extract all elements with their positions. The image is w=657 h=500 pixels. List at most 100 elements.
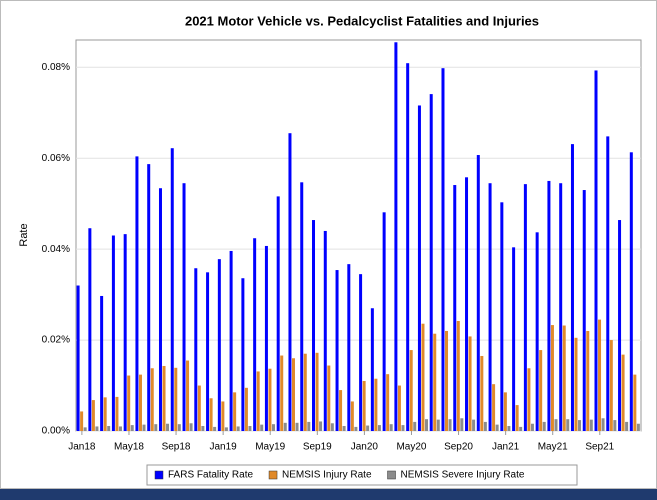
- x-tick-label: Jan19: [210, 442, 238, 453]
- bar: [488, 183, 492, 431]
- bar: [359, 274, 363, 431]
- bar: [606, 136, 610, 431]
- bar: [288, 133, 292, 431]
- bar: [115, 396, 119, 431]
- bar: [406, 63, 410, 432]
- bar: [589, 419, 593, 431]
- bar: [425, 419, 429, 431]
- bar: [189, 423, 193, 431]
- bar: [224, 427, 228, 431]
- x-tick-label: Sep19: [303, 442, 332, 453]
- bar: [417, 105, 421, 432]
- bar: [330, 423, 334, 431]
- bar: [253, 238, 257, 431]
- bar: [618, 220, 622, 431]
- legend-label: NEMSIS Injury Rate: [282, 470, 372, 481]
- bar: [283, 422, 287, 431]
- bar: [629, 152, 633, 432]
- bar: [186, 360, 190, 431]
- y-tick-label: 0.04%: [42, 244, 70, 255]
- x-tick-label: Jan18: [68, 442, 96, 453]
- bar: [515, 405, 519, 431]
- bar: [244, 387, 248, 431]
- bar: [327, 365, 331, 431]
- bar: [492, 384, 496, 431]
- bar: [456, 320, 460, 431]
- bar: [377, 425, 381, 431]
- legend-swatch: [268, 470, 278, 480]
- bar: [123, 234, 127, 431]
- bar: [453, 185, 457, 431]
- bar: [598, 319, 602, 431]
- bar: [554, 419, 558, 431]
- bar: [570, 144, 574, 431]
- bar: [177, 424, 181, 431]
- bar: [236, 426, 240, 431]
- bar: [472, 419, 476, 431]
- bar: [221, 401, 225, 431]
- bar: [88, 228, 92, 431]
- bar: [559, 183, 563, 431]
- legend-swatch: [154, 470, 164, 480]
- bar: [315, 352, 319, 431]
- bar: [342, 425, 346, 431]
- bar: [480, 355, 484, 431]
- bar: [578, 420, 582, 431]
- x-tick-label: Jan21: [492, 442, 520, 453]
- x-tick-label: Jan20: [351, 442, 379, 453]
- bar: [300, 182, 304, 431]
- y-tick-label: 0.02%: [42, 335, 70, 346]
- y-tick-label: 0.08%: [42, 62, 70, 73]
- x-tick-label: Sep21: [585, 442, 614, 453]
- bar: [465, 177, 469, 431]
- bar: [307, 421, 311, 431]
- bar: [268, 368, 272, 431]
- bar: [150, 368, 154, 431]
- bar: [118, 426, 122, 431]
- bar: [138, 374, 142, 431]
- bar: [389, 424, 393, 431]
- bar: [586, 330, 590, 431]
- bar: [233, 392, 237, 431]
- bar: [291, 358, 295, 431]
- bar: [347, 264, 351, 431]
- y-tick-label: 0.06%: [42, 153, 70, 164]
- x-tick-label: May18: [114, 442, 144, 453]
- bar: [445, 330, 449, 431]
- bar: [413, 421, 417, 431]
- bar: [162, 365, 166, 431]
- bar: [507, 425, 511, 431]
- bar: [271, 424, 275, 431]
- bar: [566, 419, 570, 431]
- x-tick-label: Sep18: [162, 442, 191, 453]
- bar: [542, 421, 546, 431]
- bar: [295, 422, 299, 431]
- bar: [83, 427, 87, 431]
- x-tick-label: Sep20: [444, 442, 473, 453]
- bar: [547, 180, 551, 431]
- bar: [95, 426, 99, 431]
- bar: [103, 397, 107, 431]
- legend-label: FARS Fatality Rate: [168, 470, 253, 481]
- x-tick-label: May21: [538, 442, 568, 453]
- bar: [523, 184, 527, 431]
- bar: [182, 183, 186, 431]
- bar: [319, 421, 323, 431]
- bar: [76, 285, 80, 431]
- bar: [441, 68, 445, 432]
- bar: [197, 385, 201, 431]
- bar: [91, 400, 95, 431]
- bar: [574, 337, 578, 431]
- bar: [260, 424, 264, 431]
- bar: [401, 425, 405, 431]
- bar: [519, 426, 523, 431]
- bar: [625, 421, 629, 431]
- bar: [397, 385, 401, 431]
- bar: [111, 235, 115, 431]
- bar: [201, 425, 205, 431]
- bar: [130, 425, 134, 431]
- bar: [350, 401, 354, 431]
- bar: [256, 371, 260, 431]
- bar: [436, 419, 440, 431]
- bar: [512, 247, 516, 431]
